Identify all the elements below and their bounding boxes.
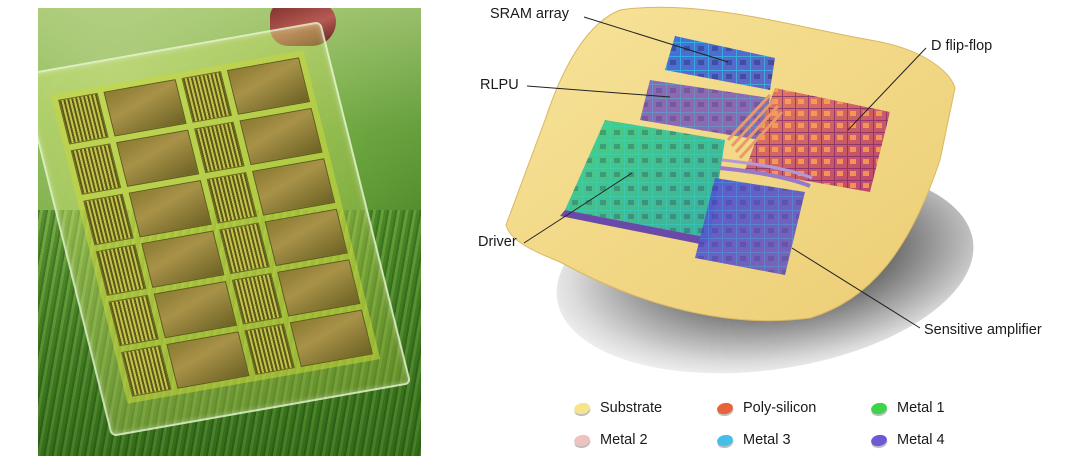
layer-legend: Substrate Poly-silicon Metal 1 Metal 2 M… [570, 396, 970, 456]
tft-block [128, 180, 212, 238]
flexible-chip-photo [38, 8, 421, 456]
contact-pad [231, 272, 283, 325]
tft-block [289, 309, 373, 367]
tft-block [103, 79, 187, 137]
metal-4-swatch-icon [870, 432, 888, 448]
legend-label: Metal 4 [897, 432, 945, 448]
tft-block [116, 129, 200, 187]
tft-block [277, 259, 361, 317]
legend-label: Poly-silicon [743, 400, 817, 416]
chip-grid [50, 50, 381, 404]
tft-block [252, 158, 336, 216]
legend-item-metal-2: Metal 2 [573, 432, 648, 448]
hand [270, 8, 336, 46]
poly-silicon-swatch-icon [716, 400, 734, 416]
contact-pad [206, 172, 258, 224]
metal-3-swatch-icon [716, 432, 734, 448]
metal-2-swatch-icon [573, 432, 591, 448]
chip-layer-diagram: SRAM array RLPU Driver D flip-flop Sensi… [470, 0, 1080, 399]
legend-label: Metal 3 [743, 432, 791, 448]
label-sensitive-amplifier: Sensitive amplifier [924, 322, 1042, 338]
legend-item-metal-1: Metal 1 [870, 400, 945, 416]
legend-item-metal-4: Metal 4 [870, 432, 945, 448]
contact-pad [108, 294, 159, 347]
tft-block [153, 280, 237, 339]
contact-pad [58, 92, 109, 145]
tft-block [239, 107, 323, 166]
contact-pad [95, 244, 147, 296]
contact-pad [219, 222, 270, 275]
label-sram-array: SRAM array [490, 6, 569, 22]
metal-1-swatch-icon [870, 400, 888, 416]
label-rlpu: RLPU [480, 77, 519, 93]
tft-block [166, 331, 250, 389]
tft-block [141, 230, 225, 288]
contact-pad [70, 143, 122, 195]
contact-pad [194, 121, 245, 174]
legend-item-poly-silicon: Poly-silicon [716, 400, 817, 416]
legend-label: Substrate [600, 400, 663, 416]
tft-block [264, 208, 348, 267]
legend-item-substrate: Substrate [573, 400, 663, 416]
label-driver: Driver [478, 234, 517, 250]
contact-pad [83, 193, 134, 246]
contact-pad [120, 345, 172, 397]
label-d-flip-flop: D flip-flop [931, 38, 993, 54]
substrate-swatch-icon [573, 400, 591, 416]
contact-pad [244, 323, 295, 375]
legend-label: Metal 1 [897, 400, 945, 416]
contact-pad [181, 71, 233, 123]
tft-block [226, 57, 311, 115]
legend-label: Metal 2 [600, 432, 648, 448]
legend-item-metal-3: Metal 3 [716, 432, 791, 448]
